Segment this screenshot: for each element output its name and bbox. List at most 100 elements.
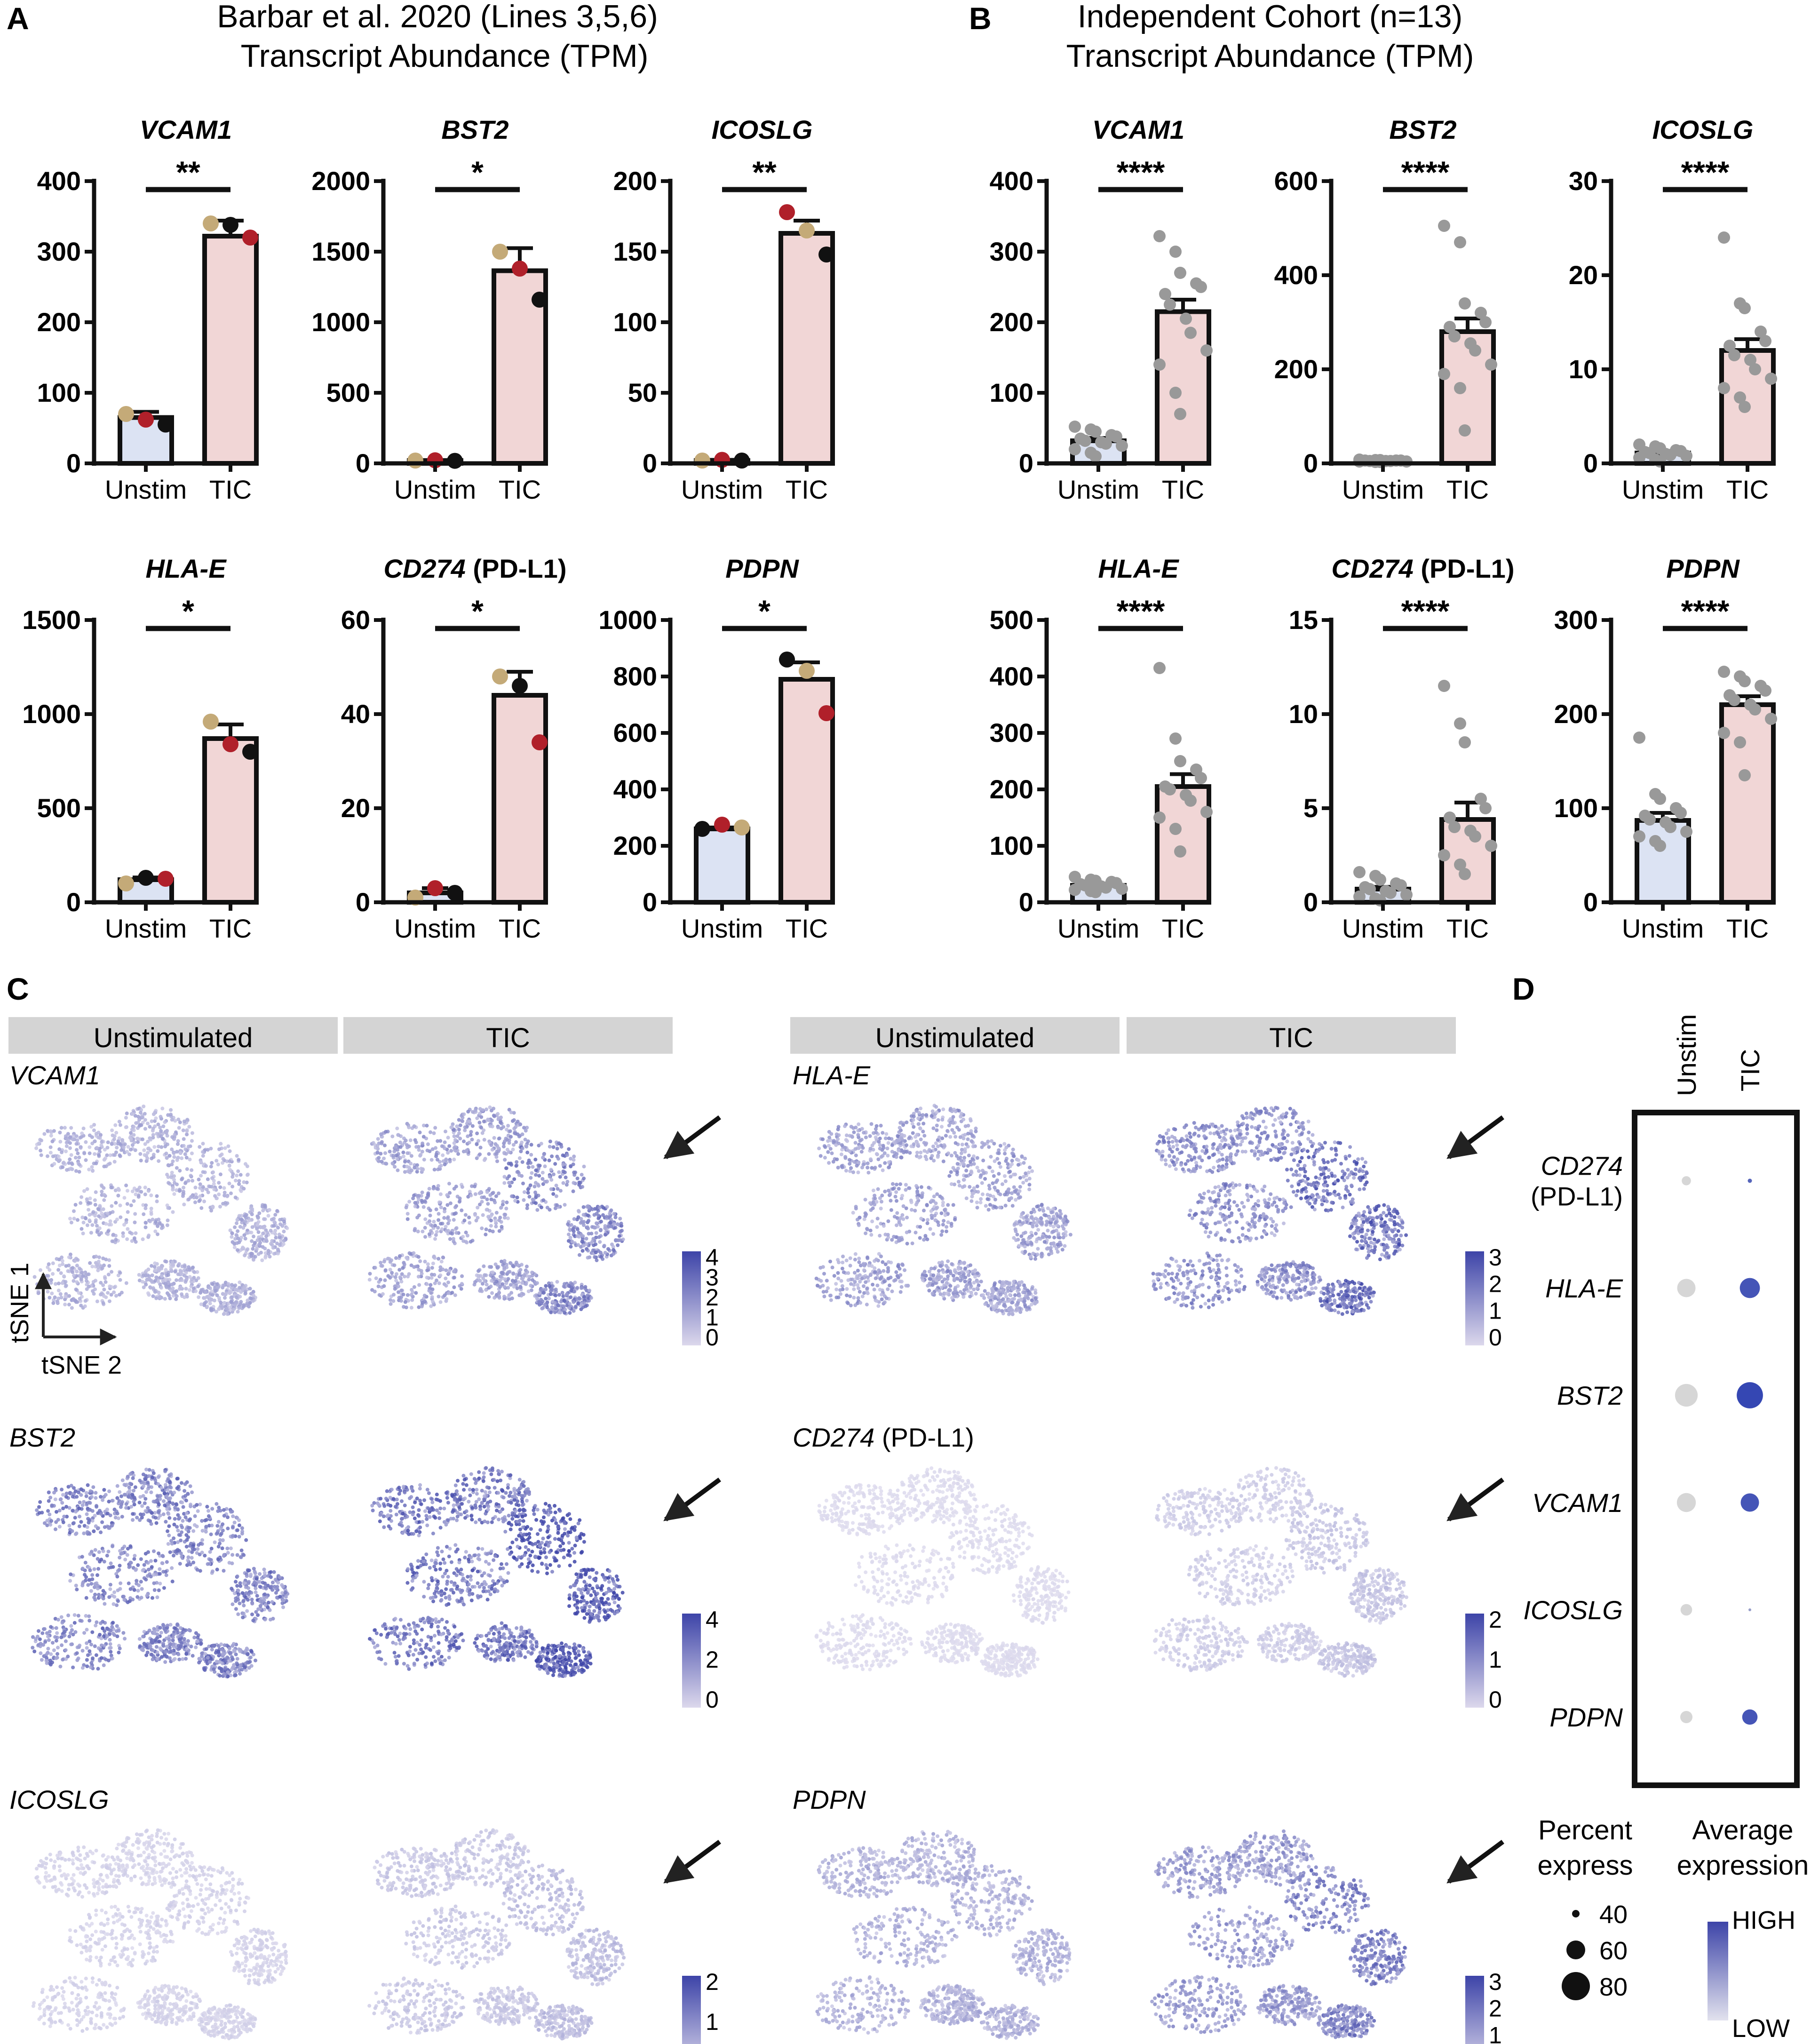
tsne-cell (94, 1491, 98, 1495)
tsne-cell (494, 1194, 498, 1198)
data-point (1454, 382, 1466, 394)
tsne-cell (206, 1177, 210, 1181)
tsne-cell (107, 1223, 111, 1227)
tsne-cell (111, 1544, 115, 1549)
data-point (1459, 424, 1471, 437)
gene-title: ICOSLG (1652, 115, 1754, 144)
tsne-cell (109, 1293, 113, 1297)
data-point (1384, 887, 1397, 899)
tsne-cell (107, 1499, 111, 1503)
tsne-cell (588, 1288, 592, 1293)
tsne-cell (54, 1656, 58, 1661)
tsne-cell (189, 1645, 193, 1648)
tsne-cell (464, 1149, 469, 1153)
tsne-cell (550, 1154, 554, 1158)
tsne-cell (415, 1216, 420, 1220)
tsne-cell (390, 1161, 395, 1165)
tsne-cell (85, 1628, 89, 1632)
tsne-cell (91, 1280, 95, 1284)
y-tick-label: 1500 (22, 605, 81, 635)
tsne-cell (589, 1296, 593, 1300)
header-unstim-right: Unstimulated (875, 1023, 1034, 1053)
tsne-cell (172, 1652, 176, 1656)
tsne-cell (137, 1583, 141, 1587)
tsne-cell (401, 1292, 405, 1296)
tsne-cell (189, 1174, 193, 1178)
tsne-cell (53, 1497, 57, 1502)
data-point (1475, 307, 1487, 319)
tsne-cell (167, 1480, 172, 1484)
tsne-cell (83, 1270, 87, 1274)
tsne-cell (484, 1227, 488, 1232)
tsne-cell (488, 1124, 492, 1128)
tsne-cell (232, 1307, 236, 1312)
tsne-cell (414, 1145, 419, 1149)
tsne-cell (375, 1144, 380, 1148)
tsne-cell (237, 1158, 241, 1162)
tsne-cell (57, 1525, 62, 1529)
tsne-cell (563, 1311, 567, 1315)
tsne-cell (84, 1140, 88, 1144)
tsne-cell (199, 1206, 204, 1210)
tsne-cell (379, 1132, 383, 1136)
tsne-cell (183, 1147, 188, 1152)
tsne-cell (559, 1145, 564, 1149)
tsne-cell (443, 1140, 447, 1145)
tsne-cell (97, 1550, 101, 1554)
tsne-cell (61, 1657, 65, 1662)
tsne-cell (392, 1149, 397, 1153)
tsne-cell (222, 1508, 226, 1512)
y-tick-label: 0 (1019, 887, 1033, 917)
tsne-cell (175, 1628, 179, 1632)
tsne-cell (60, 1281, 64, 1285)
tsne-cell (497, 1291, 501, 1295)
tsne-cell (435, 1230, 439, 1234)
tsne-cell (37, 1629, 40, 1633)
tsne-cell (56, 1652, 59, 1656)
tsne-cell (94, 1255, 98, 1258)
tsne-cell (270, 1600, 274, 1604)
tsne-cell (465, 1233, 469, 1238)
tsne-cell (143, 1153, 147, 1157)
tsne-cell (190, 1490, 194, 1495)
y-tick-label: 200 (37, 307, 81, 337)
panel-a-title-line1: Barbar et al. 2020 (Lines 3,5,6) (217, 0, 658, 34)
tsne-cell (88, 1568, 92, 1572)
tsne-cell (533, 1181, 538, 1185)
tsne-cell (188, 1484, 192, 1488)
tsne-cell (246, 1652, 250, 1656)
tsne-cell (281, 1584, 285, 1589)
tsne-cell (441, 1159, 445, 1163)
tsne-cell (149, 1193, 153, 1197)
data-point (1479, 316, 1492, 328)
tsne-cell (238, 1649, 242, 1654)
tsne-cell (78, 1266, 81, 1271)
tsne-cell (69, 1572, 73, 1576)
tsne-cell (79, 1487, 83, 1491)
tsne-cell (72, 1613, 77, 1617)
tsne-cell (90, 1165, 94, 1169)
tsne-cell (213, 1194, 217, 1198)
gene-title: HLA-E (1098, 554, 1179, 583)
tsne-cell (90, 1265, 95, 1269)
significance-label: **** (1681, 155, 1730, 190)
tsne-cell (414, 1291, 418, 1295)
significance-label: * (182, 594, 194, 628)
tsne-cell (262, 1567, 266, 1572)
tsne-cell (186, 1558, 190, 1562)
tsne-cell (254, 1586, 258, 1591)
tsne-cell (90, 1630, 95, 1634)
tsne-cell (187, 1519, 191, 1523)
tsne-gene-name: BST2 (9, 1423, 75, 1452)
tsne-cell (549, 1187, 553, 1191)
tsne-cell (402, 1263, 406, 1266)
tsne-cell (263, 1205, 267, 1209)
tsne-cell (48, 1523, 53, 1527)
tsne-cell (247, 1304, 251, 1309)
tsne-cell (485, 1190, 489, 1194)
tsne-cell (175, 1477, 179, 1481)
tsne-cell (152, 1549, 156, 1553)
tsne-cell (441, 1267, 445, 1272)
